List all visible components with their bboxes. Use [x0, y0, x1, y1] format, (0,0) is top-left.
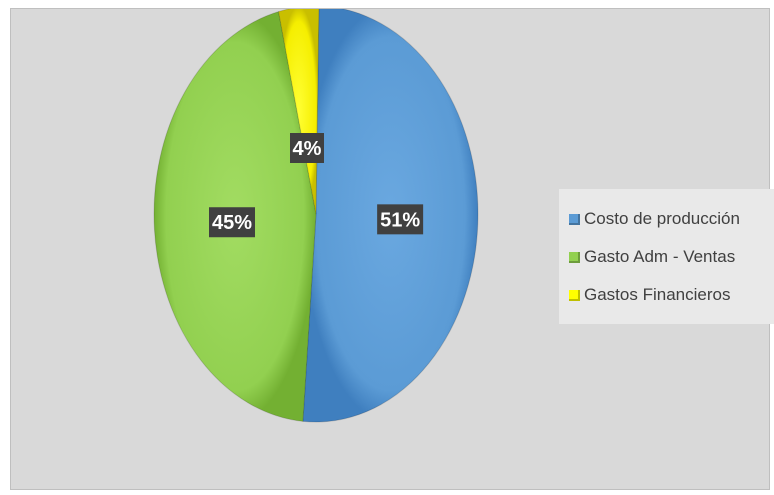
legend-swatch — [569, 251, 580, 263]
data-label-box — [377, 204, 424, 235]
data-label-box — [290, 133, 324, 163]
legend-label: Costo de producción — [584, 209, 740, 228]
legend-item-costo-produccion: Costo de producción — [569, 200, 774, 238]
data-label-box — [209, 207, 256, 238]
legend-swatch — [569, 213, 580, 225]
legend-label: Gastos Financieros — [584, 285, 731, 304]
legend-item-gastos-financieros: Gastos Financieros — [569, 276, 774, 314]
legend-item-gasto-adm-ventas: Gasto Adm - Ventas — [569, 238, 774, 276]
data-label: 51% — [380, 209, 420, 231]
chart-legend: Costo de producción Gasto Adm - Ventas G… — [559, 189, 774, 324]
data-label: 4% — [293, 138, 322, 160]
chart-area: 51% 45% 4% Costo de producción Gasto Adm -… — [10, 8, 774, 490]
pie-data-labels: 51% 45% 4% — [209, 133, 424, 238]
pie-slices — [153, 9, 479, 423]
legend-swatch — [569, 289, 580, 301]
pie-chart: 51% 45% 4% — [153, 9, 479, 423]
data-label: 45% — [212, 212, 252, 234]
legend-label: Gasto Adm - Ventas — [584, 247, 736, 266]
